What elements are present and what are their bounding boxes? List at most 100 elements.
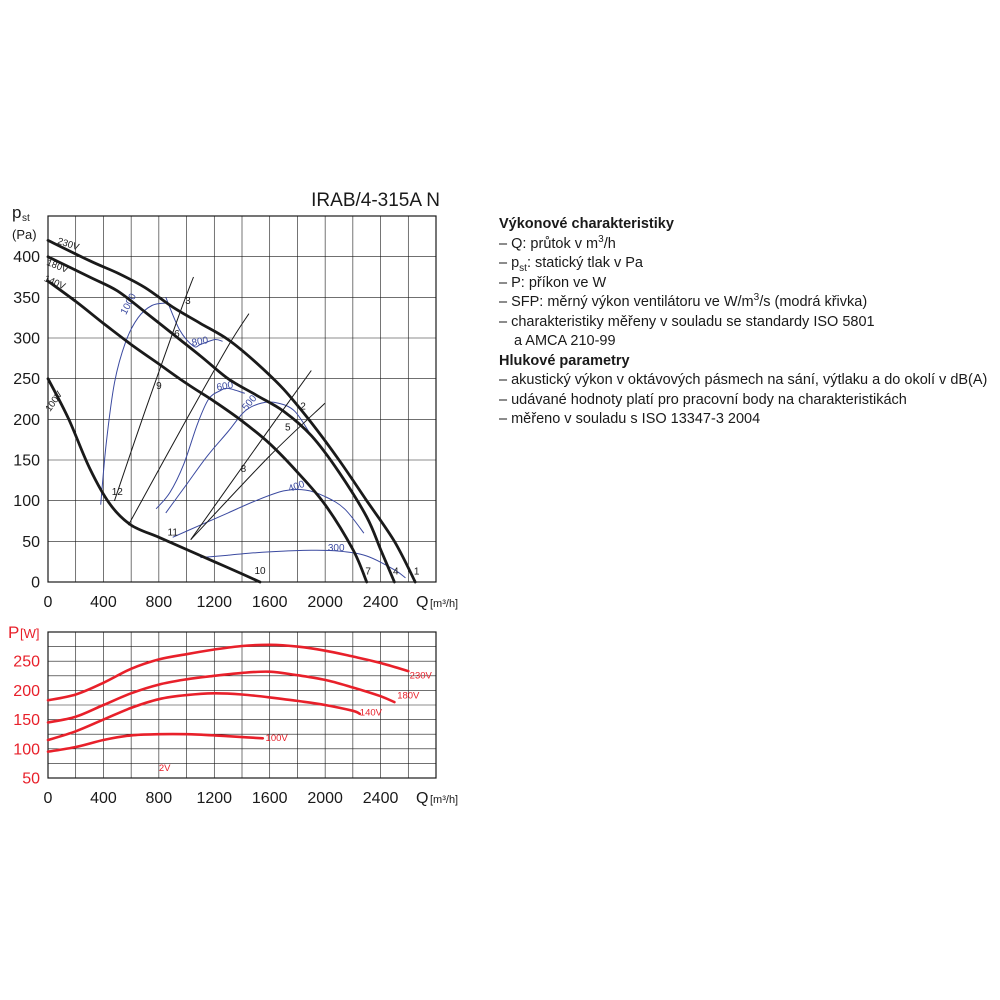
operating-point-label: 12 (112, 487, 124, 498)
y-tick-label: 100 (13, 493, 40, 510)
power-y-tick-label: 50 (22, 771, 40, 788)
power-curve-label: 100V (266, 733, 289, 744)
sfp-curve (165, 297, 223, 348)
power-y-tick-label: 250 (13, 654, 40, 671)
plot-frame (47, 215, 437, 583)
legend-item-amca: a AMCA 210-99 (514, 333, 616, 349)
system-curve (114, 276, 194, 501)
legend-item-iso5801: – charakteristiky měřeny v souladu se st… (499, 313, 875, 330)
power-curve-label: 230V (410, 671, 433, 682)
legend-pst-text: – p (499, 255, 520, 271)
power-y-axis-label: P (8, 623, 19, 642)
sfp-curve-label: 600 (216, 380, 235, 394)
power-curve-label: 2V (159, 763, 171, 774)
legend-item-noise-iso: – měřeno v souladu s ISO 13347-3 2004 (499, 411, 761, 427)
power-chart: 50 100 150 200 250 0 400 800 1200 1600 2000 2400 P [W… (8, 623, 458, 807)
sfp-curve (200, 549, 406, 579)
operating-point-label: 3 (185, 296, 191, 307)
system-curve (127, 313, 250, 526)
power-y-tick-label: 200 (13, 683, 40, 700)
y-tick-label: 0 (31, 575, 40, 592)
x-tick-label: 1600 (252, 594, 288, 611)
legend-item-pst: – pst: statický tlak v Pa (499, 254, 979, 274)
y-axis-label: p (12, 203, 21, 222)
legend-q-suffix: /h (603, 235, 616, 252)
y-tick-label: 300 (13, 331, 40, 348)
sfp-curve (155, 387, 245, 510)
y-axis-unit: (Pa) (12, 227, 37, 242)
system-curve (190, 402, 326, 541)
power-x-tick-label: 0 (44, 790, 53, 807)
x-axis-unit: [m³/h] (430, 598, 458, 610)
y-tick-label: 50 (22, 534, 40, 551)
sfp-curve-label: 400 (287, 479, 307, 495)
legend-sfp-suffix: /s (modrá křivka) (759, 294, 868, 310)
operating-point-label: 11 (168, 528, 179, 539)
pressure-curve-230V (46, 239, 417, 584)
legend-item-noise-points: – udávané hodnoty platí pro pracovní bod… (499, 391, 907, 408)
operating-point-label: 7 (365, 567, 371, 578)
pressure-curve-100V (46, 377, 262, 584)
chart-title: IRAB/4-315A N (311, 190, 440, 211)
power-x-tick-label: 1200 (196, 790, 232, 807)
pressure-curve-label: 100V (43, 389, 65, 414)
legend-pst-sub: st (519, 262, 527, 274)
power-y-axis-unit: [W] (20, 626, 40, 641)
pressure-curve-label: 140V (42, 273, 67, 292)
power-curve-230V (46, 643, 410, 702)
pressure-curve-140V (46, 279, 369, 584)
power-curve-label: 140V (360, 708, 383, 719)
y-axis-label-sub: st (22, 213, 30, 224)
legend-item-p: – P: příkon ve W (499, 274, 607, 291)
power-plot-frame (47, 631, 437, 779)
power-x-axis-unit: [m³/h] (430, 794, 458, 806)
legend-item-q: – Q: průtok v m3/h (499, 234, 979, 255)
power-curve-180V (46, 670, 396, 724)
power-x-tick-label: 2000 (307, 790, 343, 807)
power-x-tick-label: 1600 (252, 790, 288, 807)
operating-point-label: 9 (156, 381, 162, 392)
power-x-tick-label: 400 (90, 790, 117, 807)
operating-point-label: 4 (393, 567, 399, 578)
y-tick-label: 250 (13, 371, 40, 388)
sfp-curve (172, 488, 365, 538)
x-tick-label: 0 (44, 594, 53, 611)
operating-point-label: 2 (300, 402, 306, 413)
y-tick-label: 150 (13, 453, 40, 470)
x-tick-label: 2000 (307, 594, 343, 611)
legend-item-sfp: – SFP: měrný výkon ventilátoru ve W/m3/s… (499, 293, 979, 313)
legend-item-noise-octave: – akustický výkon v oktávových pásmech n… (499, 372, 988, 388)
power-x-tick-label: 2400 (363, 790, 399, 807)
y-tick-label: 400 (13, 249, 40, 266)
power-x-axis-label: Q (416, 790, 428, 807)
legend-section-performance-title: Výkonové charakteristiky (499, 216, 674, 232)
legend-section-noise-title: Hlukové parametry (499, 352, 630, 369)
operating-point-label: 1 (414, 567, 420, 578)
pressure-curve-180V (46, 255, 396, 584)
system-curve (190, 370, 312, 540)
y-tick-label: 200 (13, 412, 40, 429)
x-tick-label: 400 (90, 594, 117, 611)
operating-point-label: 10 (254, 566, 266, 577)
sfp-curve-label: 800 (191, 335, 210, 349)
power-y-tick-label: 100 (13, 741, 40, 758)
y-tick-label: 350 (13, 290, 40, 307)
power-curve-100V (46, 732, 265, 753)
power-curve-140V (46, 691, 362, 742)
power-curve-label: 180V (397, 691, 420, 702)
sfp-curve (165, 401, 312, 514)
operating-point-label: 6 (174, 329, 180, 340)
operating-point-label: 8 (241, 464, 247, 475)
legend-q-text: – Q: průtok v m (499, 235, 599, 252)
legend-panel: Výkonové charakteristiky – Q: průtok v m… (499, 215, 988, 430)
legend-pst-suffix: : statický tlak v Pa (526, 255, 643, 271)
x-tick-label: 1200 (196, 594, 232, 611)
legend-sfp-sup: 3 (753, 292, 760, 304)
sfp-curve-label: 300 (328, 543, 345, 554)
power-x-tick-label: 800 (146, 790, 173, 807)
power-y-tick-label: 150 (13, 712, 40, 729)
legend-sfp-text: – SFP: měrný výkon ventilátoru ve W/m (499, 294, 754, 310)
operating-point-label: 5 (285, 423, 291, 434)
